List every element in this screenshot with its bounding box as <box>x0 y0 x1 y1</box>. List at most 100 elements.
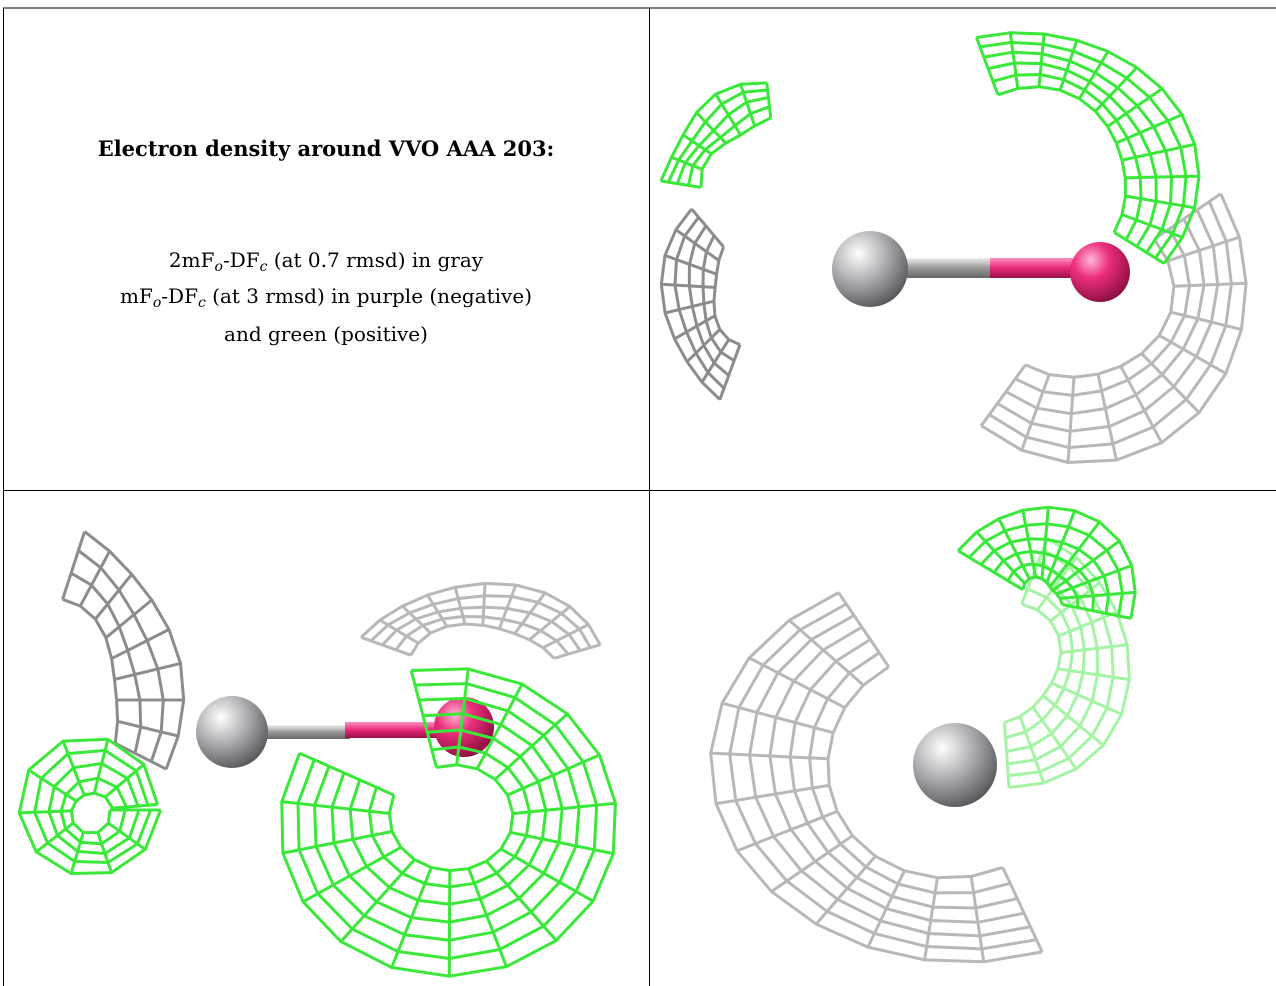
mesh <box>280 667 617 978</box>
mesh-line <box>1042 694 1105 747</box>
mesh-line <box>788 619 865 687</box>
mesh-line <box>721 701 834 735</box>
mesh-line <box>302 846 402 904</box>
mesh-line <box>390 866 433 969</box>
mesh-line <box>494 712 569 781</box>
mesh <box>17 737 162 875</box>
mesh-line <box>1037 33 1046 87</box>
mesh-line <box>997 518 1031 580</box>
mesh-line <box>1057 667 1130 682</box>
text-run: (at 3 rmsd) in purple (negative) <box>205 284 532 308</box>
mesh-line <box>1008 32 1020 89</box>
mesh-line <box>512 801 616 816</box>
mesh-line <box>69 832 85 874</box>
mesh-line <box>695 111 727 145</box>
mesh-line <box>453 586 467 625</box>
mesh-line <box>661 282 716 289</box>
mesh-line <box>1031 706 1078 770</box>
mesh-line <box>69 791 114 835</box>
subscript: c <box>197 295 206 311</box>
text-run: 2mF <box>168 248 215 272</box>
mesh-line <box>1048 520 1101 588</box>
subscript: o <box>214 259 223 275</box>
mesh-line <box>673 216 726 390</box>
mesh-line <box>62 597 120 744</box>
mesh-line <box>1173 281 1247 288</box>
mesh-line <box>282 830 393 855</box>
mesh <box>979 192 1248 464</box>
mesh-line <box>298 751 395 797</box>
mesh-line <box>401 605 432 635</box>
mesh-line <box>339 858 416 943</box>
mesh-line <box>1018 716 1046 784</box>
mesh-line <box>670 155 703 171</box>
mesh-line <box>1066 377 1076 463</box>
mesh-line <box>114 741 167 771</box>
mesh-line <box>675 228 720 262</box>
mesh-line <box>1094 66 1138 113</box>
mesh-line <box>1078 50 1110 100</box>
mesh-line <box>664 253 718 276</box>
mesh-line <box>426 594 449 628</box>
mesh-line <box>348 728 548 906</box>
mesh-line <box>1125 194 1195 210</box>
mesh-line <box>1008 537 1131 789</box>
mesh-line <box>975 530 1026 585</box>
mesh-line <box>1052 539 1121 592</box>
mesh-line <box>104 598 153 639</box>
mesh-line <box>673 314 716 341</box>
mesh-line <box>94 573 133 621</box>
text-run: (at 0.7 rmsd) in gray <box>267 248 484 272</box>
mesh <box>360 581 602 660</box>
mesh-line <box>1061 603 1132 620</box>
mesh-line <box>1001 866 1044 953</box>
mesh-line <box>481 583 487 626</box>
mesh-line <box>765 82 773 119</box>
mesh-line <box>1140 352 1201 414</box>
mesh-line <box>110 628 170 660</box>
mesh-line <box>553 643 601 660</box>
mesh-line <box>664 299 715 315</box>
mesh-line <box>1058 39 1079 91</box>
density-meshes-front <box>17 31 1201 978</box>
mesh-line <box>104 763 145 799</box>
mesh-line <box>1153 192 1222 241</box>
mesh-line <box>1113 231 1165 265</box>
mesh-line <box>992 73 1143 241</box>
mesh <box>1002 537 1131 789</box>
mesh-line <box>682 133 713 156</box>
mesh-line <box>35 821 75 854</box>
mesh-line <box>19 809 72 815</box>
mesh-line <box>690 208 725 248</box>
mesh-line <box>485 860 558 942</box>
mesh-line <box>748 656 846 709</box>
mesh-line <box>281 800 390 815</box>
mesh <box>709 591 1044 964</box>
mesh-line <box>660 179 702 189</box>
mesh-line <box>710 751 829 761</box>
mesh-line <box>506 753 601 797</box>
mesh-line <box>528 605 571 641</box>
mesh-line <box>700 338 731 383</box>
molecule-top-right <box>832 231 1130 307</box>
mesh-line <box>1106 87 1163 128</box>
mesh-line <box>1060 643 1128 655</box>
mesh-line <box>409 670 438 768</box>
mesh-line <box>736 810 838 853</box>
caption-title: Electron density around VVO AAA 203: <box>97 136 555 161</box>
mesh-line <box>1020 374 1051 451</box>
mesh-line <box>455 668 470 765</box>
mesh-line <box>114 661 181 681</box>
mesh-line <box>360 635 412 657</box>
mesh-line <box>1002 722 1011 788</box>
mesh-line <box>379 618 420 645</box>
mesh-line <box>718 344 742 401</box>
mesh-line <box>686 328 721 363</box>
mesh-line <box>1096 373 1118 461</box>
mesh-line <box>1119 365 1163 444</box>
mesh <box>957 505 1137 620</box>
mesh-line <box>1021 510 1038 578</box>
mesh-line <box>975 36 1000 96</box>
mesh-line <box>969 876 986 963</box>
